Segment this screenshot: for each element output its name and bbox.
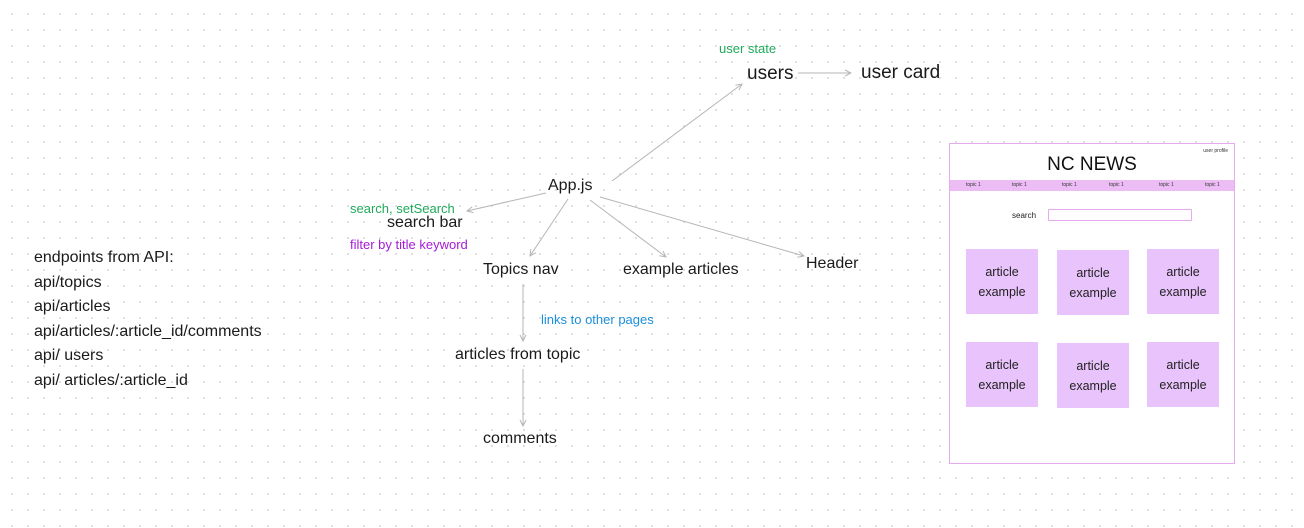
arrow-app-to-header	[599, 196, 804, 256]
wireframe-article-card: article example	[966, 249, 1038, 314]
wireframe-topic-bar: topic 1 topic 1 topic 1 topic 1 topic 1 …	[950, 180, 1234, 191]
node-app-js: App.js	[548, 177, 593, 194]
arrow-app-to-users	[611, 84, 742, 182]
wireframe-article-card: article example	[966, 342, 1038, 407]
wireframe-topic-item: topic 1	[1012, 182, 1027, 188]
endpoints-heading: endpoints from API:	[34, 249, 174, 266]
node-comments: comments	[483, 430, 557, 447]
note-links: links to other pages	[541, 312, 654, 327]
wireframe-article-card: article example	[1147, 342, 1219, 407]
arrow-app-to-example-articles	[589, 199, 666, 257]
endpoints-list: endpoints from API: api/topics api/artic…	[34, 246, 262, 393]
wireframe-article-card: article example	[1057, 250, 1129, 315]
endpoint-item: api/ users	[34, 347, 104, 364]
wireframe-title: NC NEWS	[1047, 154, 1137, 175]
wireframe-topic-item: topic 1	[1062, 182, 1077, 188]
wireframe-topic-item: topic 1	[966, 182, 981, 188]
node-search-bar: search bar	[387, 214, 463, 231]
wireframe-topic-item: topic 1	[1205, 182, 1220, 188]
wireframe-topic-item: topic 1	[1109, 182, 1124, 188]
node-header: Header	[806, 255, 859, 272]
endpoint-item: api/articles/:article_id/comments	[34, 322, 262, 340]
note-filter: filter by title keyword	[350, 237, 468, 252]
wireframe-search-input	[1048, 209, 1192, 221]
wireframe-article-card: article example	[1147, 249, 1219, 314]
wireframe-user-profile: user profile	[1203, 148, 1228, 154]
note-search-state: search, setSearch	[350, 201, 455, 216]
node-example-articles: example articles	[623, 261, 739, 278]
node-user-card: user card	[861, 62, 941, 83]
node-articles-from-topic: articles from topic	[455, 346, 581, 363]
endpoint-item: api/ articles/:article_id	[34, 371, 188, 389]
wireframe-article-card: article example	[1057, 343, 1129, 408]
wireframe-frame: user profile NC NEWS topic 1 topic 1 top…	[949, 143, 1235, 464]
arrow-app-to-topics-nav	[530, 198, 569, 256]
wireframe-search-label: search	[1012, 211, 1037, 220]
note-user-state: user state	[719, 41, 777, 56]
endpoint-item: api/topics	[34, 273, 102, 291]
endpoint-item: api/articles	[34, 298, 111, 315]
wireframe-topic-item: topic 1	[1159, 182, 1174, 188]
arrow-app-to-search-bar	[467, 192, 547, 211]
node-topics-nav: Topics nav	[483, 261, 559, 278]
node-users: users	[747, 63, 794, 84]
